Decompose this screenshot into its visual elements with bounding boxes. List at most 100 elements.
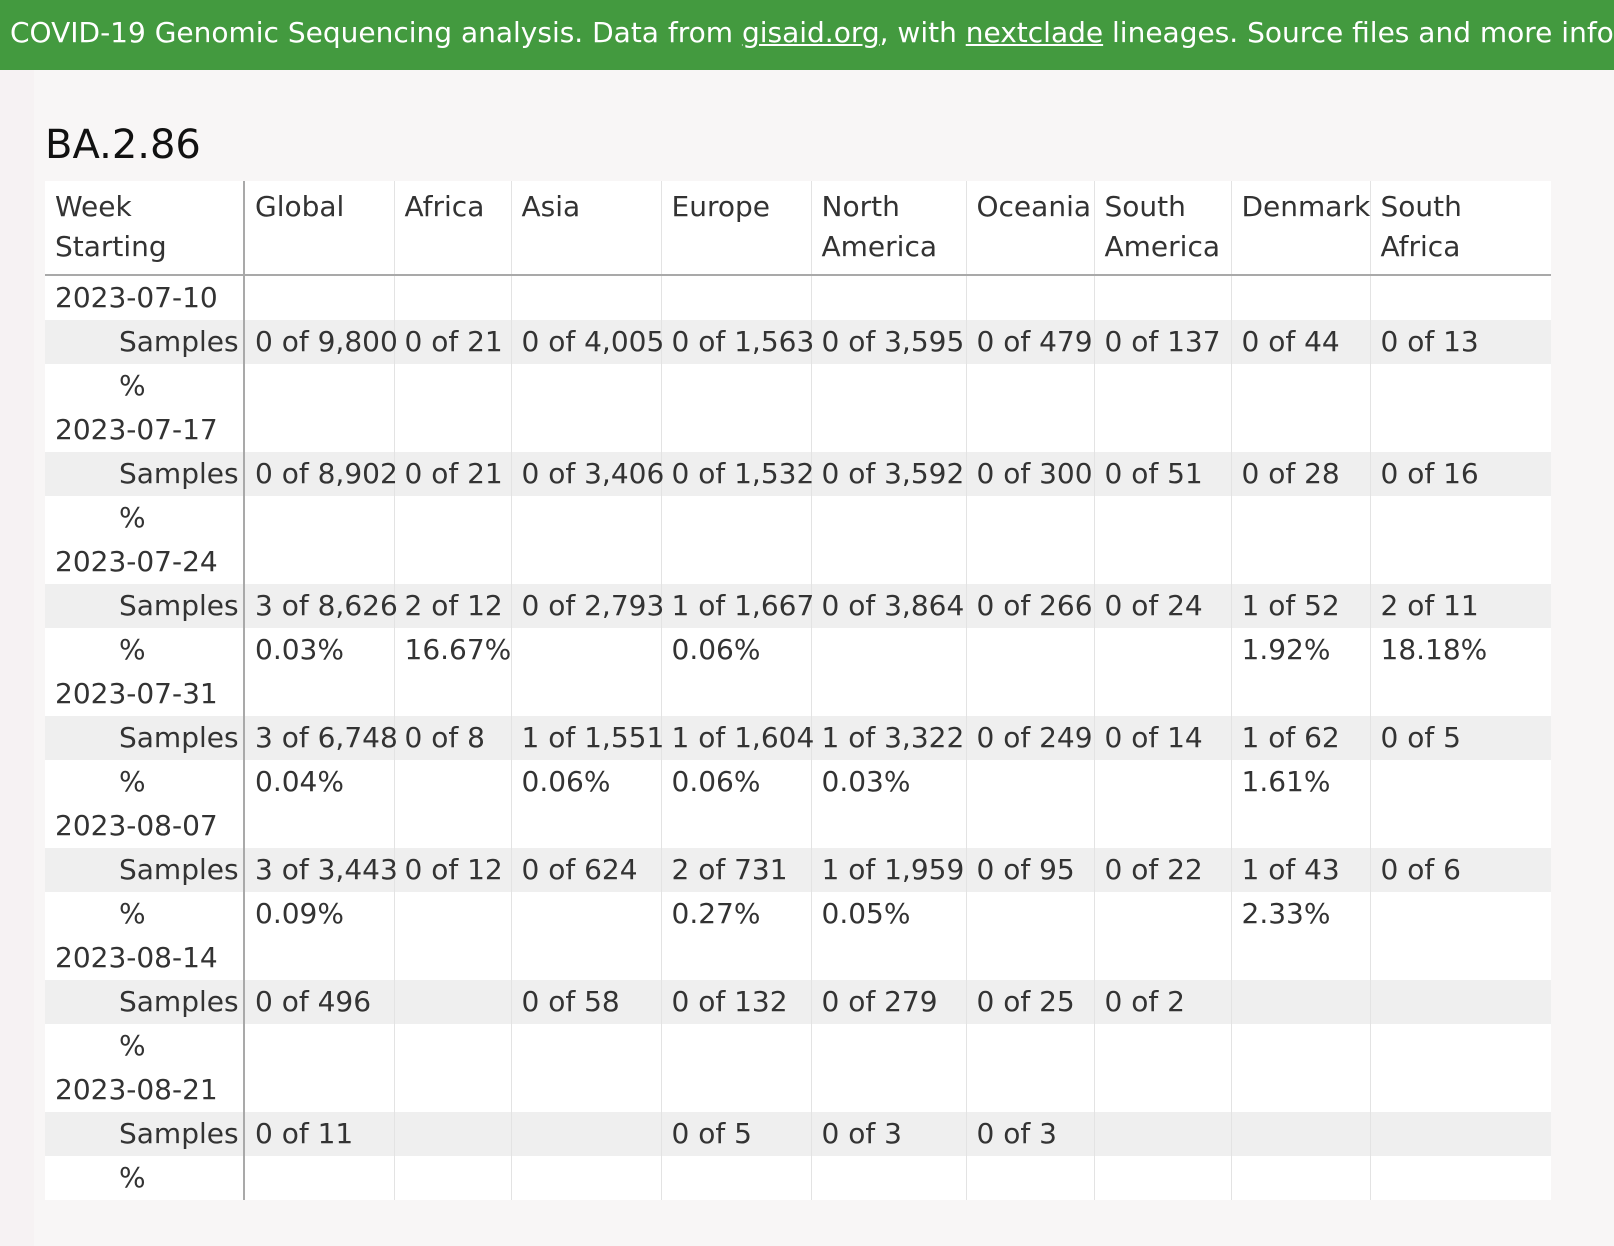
table-body: 2023-07-10 Samples 0 of 9,800 0 of 21 0 of 4… xyxy=(45,275,1551,1200)
banner-text-2: , with xyxy=(879,16,966,49)
samples-cell: 0 of 6 xyxy=(1369,848,1551,892)
samples-cell: 0 of 11 xyxy=(243,1112,394,1156)
column-header: Denmark xyxy=(1230,181,1370,276)
percent-cell xyxy=(1093,892,1231,936)
samples-cell: 1 of 1,604 xyxy=(660,716,814,760)
percent-label: % xyxy=(119,1029,146,1062)
samples-cell: 0 of 249 xyxy=(965,716,1094,760)
percent-cell xyxy=(1230,1156,1370,1200)
empty-cell xyxy=(660,540,811,584)
percent-cell: 0.05% xyxy=(810,892,966,936)
samples-cell: 0 of 3 xyxy=(810,1112,966,1156)
samples-cell: 0 of 16 xyxy=(1369,452,1551,496)
empty-cell xyxy=(965,804,1094,848)
percent-cell: 18.18% xyxy=(1369,628,1551,672)
empty-cell xyxy=(1093,275,1231,320)
samples-cell: 1 of 62 xyxy=(1230,716,1370,760)
percent-cell: 1.92% xyxy=(1230,628,1370,672)
empty-cell xyxy=(1369,275,1551,320)
column-header: Global xyxy=(243,181,394,276)
percent-label: % xyxy=(119,501,146,534)
empty-cell xyxy=(810,936,966,980)
percent-row: % xyxy=(45,1156,1551,1200)
empty-cell xyxy=(660,275,811,320)
empty-cell xyxy=(1369,936,1551,980)
percent-row: % 0.03% 16.67% 0.06% 1.92% 18.18% xyxy=(45,628,1551,672)
percent-label: % xyxy=(119,1161,146,1194)
samples-cell: 0 of 21 xyxy=(393,452,511,496)
gisaid-link[interactable]: gisaid.org xyxy=(741,16,880,49)
empty-cell xyxy=(1369,804,1551,848)
percent-cell xyxy=(510,496,661,540)
percent-cell xyxy=(1093,1156,1231,1200)
week-label: 2023-08-14 xyxy=(55,941,218,974)
percent-cell xyxy=(810,628,966,672)
percent-row: % 0.09% 0.27% 0.05% 2.33% xyxy=(45,892,1551,936)
percent-label: % xyxy=(119,765,146,798)
empty-cell xyxy=(393,672,511,716)
empty-cell xyxy=(243,672,394,716)
percent-cell xyxy=(810,1156,966,1200)
main-content: BA.2.86 Week Starting Global Africa Asia Eur… xyxy=(34,70,1614,1246)
percent-label: % xyxy=(119,369,146,402)
samples-cell: 1 of 43 xyxy=(1230,848,1370,892)
empty-cell xyxy=(660,1068,811,1112)
week-row: 2023-07-24 xyxy=(45,540,1551,584)
samples-cell xyxy=(510,1112,661,1156)
column-header: South America xyxy=(1093,181,1231,276)
percent-cell: 0.03% xyxy=(243,628,394,672)
percent-cell xyxy=(660,496,811,540)
empty-cell xyxy=(810,804,966,848)
percent-label: % xyxy=(119,897,146,930)
empty-cell xyxy=(1230,804,1370,848)
empty-cell xyxy=(660,804,811,848)
samples-cell: 0 of 5 xyxy=(1369,716,1551,760)
percent-cell xyxy=(243,364,394,408)
percent-cell xyxy=(393,1156,511,1200)
samples-cell: 3 of 8,626 xyxy=(243,584,398,628)
samples-cell: 0 of 28 xyxy=(1230,452,1370,496)
empty-cell xyxy=(1093,672,1231,716)
empty-cell xyxy=(1093,936,1231,980)
samples-label: Samples xyxy=(45,320,244,364)
banner-text-1: COVID-19 Genomic Sequencing analysis. Da… xyxy=(10,16,742,49)
empty-cell xyxy=(1230,540,1370,584)
empty-cell xyxy=(510,804,661,848)
samples-cell: 0 of 25 xyxy=(965,980,1094,1024)
percent-cell xyxy=(1369,364,1551,408)
column-header: Oceania xyxy=(965,181,1094,276)
samples-cell: 0 of 5 xyxy=(660,1112,811,1156)
samples-row: Samples 0 of 8,902 0 of 21 0 of 3,406 0 of 1… xyxy=(45,452,1551,496)
samples-cell: 0 of 95 xyxy=(965,848,1094,892)
percent-cell xyxy=(810,1024,966,1068)
samples-cell xyxy=(1369,980,1551,1024)
percent-cell xyxy=(810,496,966,540)
samples-row: Samples 3 of 8,626 2 of 12 0 of 2,793 1 of 1… xyxy=(45,584,1551,628)
empty-cell xyxy=(965,408,1094,452)
column-header: South Africa xyxy=(1369,181,1551,276)
samples-cell xyxy=(393,1112,511,1156)
samples-cell: 0 of 9,800 xyxy=(243,320,398,364)
samples-cell: 0 of 51 xyxy=(1093,452,1231,496)
samples-cell: 0 of 14 xyxy=(1093,716,1231,760)
samples-cell: 2 of 731 xyxy=(660,848,811,892)
samples-cell: 0 of 58 xyxy=(510,980,661,1024)
percent-cell xyxy=(510,1024,661,1068)
percent-cell xyxy=(510,628,661,672)
samples-cell: 0 of 21 xyxy=(393,320,511,364)
empty-cell xyxy=(1369,408,1551,452)
percent-cell: 1.61% xyxy=(1230,760,1370,804)
empty-cell xyxy=(510,275,661,320)
empty-cell xyxy=(1230,672,1370,716)
samples-cell: 0 of 279 xyxy=(810,980,966,1024)
percent-cell xyxy=(965,1024,1094,1068)
empty-cell xyxy=(965,672,1094,716)
samples-cell: 1 of 52 xyxy=(1230,584,1370,628)
nextclade-link[interactable]: nextclade xyxy=(965,16,1104,49)
week-label: 2023-08-21 xyxy=(55,1073,218,1106)
week-row: 2023-07-17 xyxy=(45,408,1551,452)
empty-cell xyxy=(660,672,811,716)
percent-cell xyxy=(1230,496,1370,540)
page-title: BA.2.86 xyxy=(45,122,201,168)
week-row: 2023-07-31 xyxy=(45,672,1551,716)
